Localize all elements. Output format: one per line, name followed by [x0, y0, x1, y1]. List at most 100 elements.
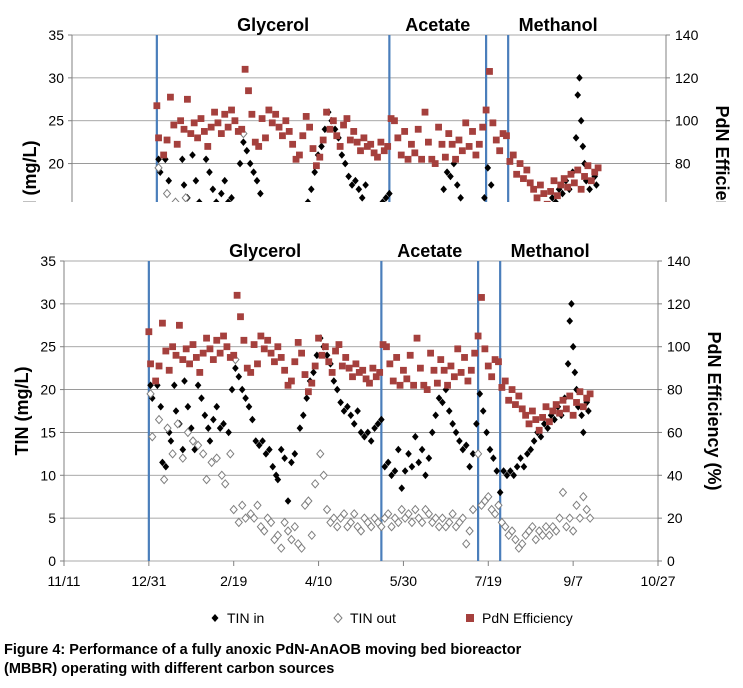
- tin-out-point: [349, 284, 356, 292]
- tin-in-point: [313, 351, 321, 360]
- tin-in-point: [321, 125, 329, 134]
- efficiency-point: [345, 364, 353, 372]
- x-tick-label: 12/31: [131, 573, 166, 589]
- tin-in-point: [345, 172, 352, 181]
- tin-in-point: [395, 445, 402, 454]
- tin-in-point: [378, 415, 385, 424]
- tin-in-point: [189, 151, 196, 159]
- tin-out-point: [372, 292, 379, 300]
- efficiency-point: [370, 149, 378, 157]
- tin-out-point: [199, 449, 208, 459]
- x-tick-label: 4/10: [305, 573, 332, 589]
- efficiency-point: [184, 95, 191, 103]
- efficiency-point: [573, 399, 580, 406]
- tin-out-point: [494, 500, 503, 511]
- efficiency-point: [549, 407, 557, 415]
- phase-label: Glycerol: [237, 15, 309, 35]
- tin-in-point: [284, 497, 292, 505]
- tin-in-point: [384, 458, 392, 467]
- tin-in-point: [466, 462, 473, 471]
- efficiency-point: [433, 379, 441, 387]
- tin-out-point: [279, 310, 286, 318]
- efficiency-point: [197, 115, 205, 122]
- tin-in-point: [501, 241, 508, 249]
- efficiency-point: [512, 401, 519, 408]
- tin-out-point: [394, 517, 403, 528]
- tin-out-point: [355, 292, 362, 300]
- y-right-tick-label: 120: [667, 296, 691, 312]
- tin-out-point: [410, 288, 417, 296]
- x-tick-label: 2/19: [220, 573, 247, 589]
- tin-in-point: [167, 233, 174, 241]
- tin-out-point: [177, 224, 184, 232]
- tin-out-point: [490, 509, 500, 519]
- tin-in-point: [260, 211, 267, 219]
- tin-in-point: [171, 381, 178, 390]
- tin-out-point: [555, 513, 564, 523]
- efficiency-point: [461, 354, 468, 361]
- efficiency-point: [245, 87, 252, 95]
- tin-out-point: [181, 193, 190, 202]
- tin-in-point: [574, 91, 582, 99]
- efficiency-point: [298, 349, 305, 357]
- efficiency-point: [267, 349, 275, 357]
- efficiency-point: [306, 123, 313, 131]
- tin-out-point: [544, 301, 551, 309]
- tin-out-point: [462, 539, 471, 549]
- tin-in-point: [354, 407, 361, 415]
- tin-in-point: [221, 176, 229, 185]
- tin-in-point: [179, 155, 186, 164]
- efficiency-point: [207, 123, 215, 131]
- y-left-tick-label: 15: [40, 424, 56, 440]
- tin-in-point: [238, 385, 246, 394]
- tin-in-point: [571, 368, 579, 377]
- tin-out-point: [332, 280, 339, 288]
- tin-in-point: [450, 159, 458, 168]
- tin-in-point: [539, 211, 546, 219]
- tin-in-point: [498, 228, 505, 236]
- tin-in-point: [559, 189, 566, 198]
- tin-in-point: [572, 134, 580, 142]
- efficiency-point: [484, 362, 492, 370]
- tin-in-point: [371, 424, 378, 432]
- efficiency-point: [342, 354, 350, 361]
- efficiency-point: [530, 185, 538, 193]
- tin-in-point: [461, 203, 468, 211]
- tin-out-point: [286, 318, 293, 326]
- tin-out-point: [473, 449, 483, 459]
- tin-out-point: [154, 163, 163, 173]
- tin-in-point: [439, 398, 446, 407]
- efficiency-point: [271, 358, 278, 366]
- tin-out-point: [293, 301, 300, 309]
- efficiency-point: [182, 345, 190, 353]
- efficiency-point: [349, 373, 356, 381]
- efficiency-point: [570, 179, 578, 187]
- efficiency-point: [410, 381, 418, 389]
- tin-out-point: [311, 479, 320, 489]
- tin-out-point: [272, 288, 279, 296]
- tin-in-point: [296, 424, 304, 432]
- efficiency-point: [537, 181, 544, 189]
- tin-in-point: [289, 228, 296, 236]
- tin-out-point: [307, 530, 316, 541]
- efficiency-point: [326, 125, 334, 133]
- tin-in-point: [228, 385, 236, 394]
- efficiency-point: [265, 106, 273, 114]
- tin-in-point: [459, 445, 467, 454]
- efficiency-point: [440, 366, 448, 374]
- efficiency-point: [397, 151, 405, 159]
- y-axis-left-title: TIN (mg/L): [12, 367, 32, 456]
- efficiency-point: [526, 179, 534, 187]
- tin-out-point: [297, 543, 306, 553]
- tin-in-point: [490, 454, 497, 462]
- tin-in-point: [236, 159, 244, 168]
- tin-out-point: [159, 474, 169, 485]
- tin-out-point: [211, 250, 218, 258]
- efficiency-point: [438, 140, 446, 148]
- phase-label: Methanol: [519, 15, 598, 35]
- efficiency-point: [291, 358, 299, 366]
- tin-in-point: [576, 74, 583, 82]
- tin-out-point: [416, 292, 423, 300]
- phase-label: Glycerol: [229, 241, 301, 261]
